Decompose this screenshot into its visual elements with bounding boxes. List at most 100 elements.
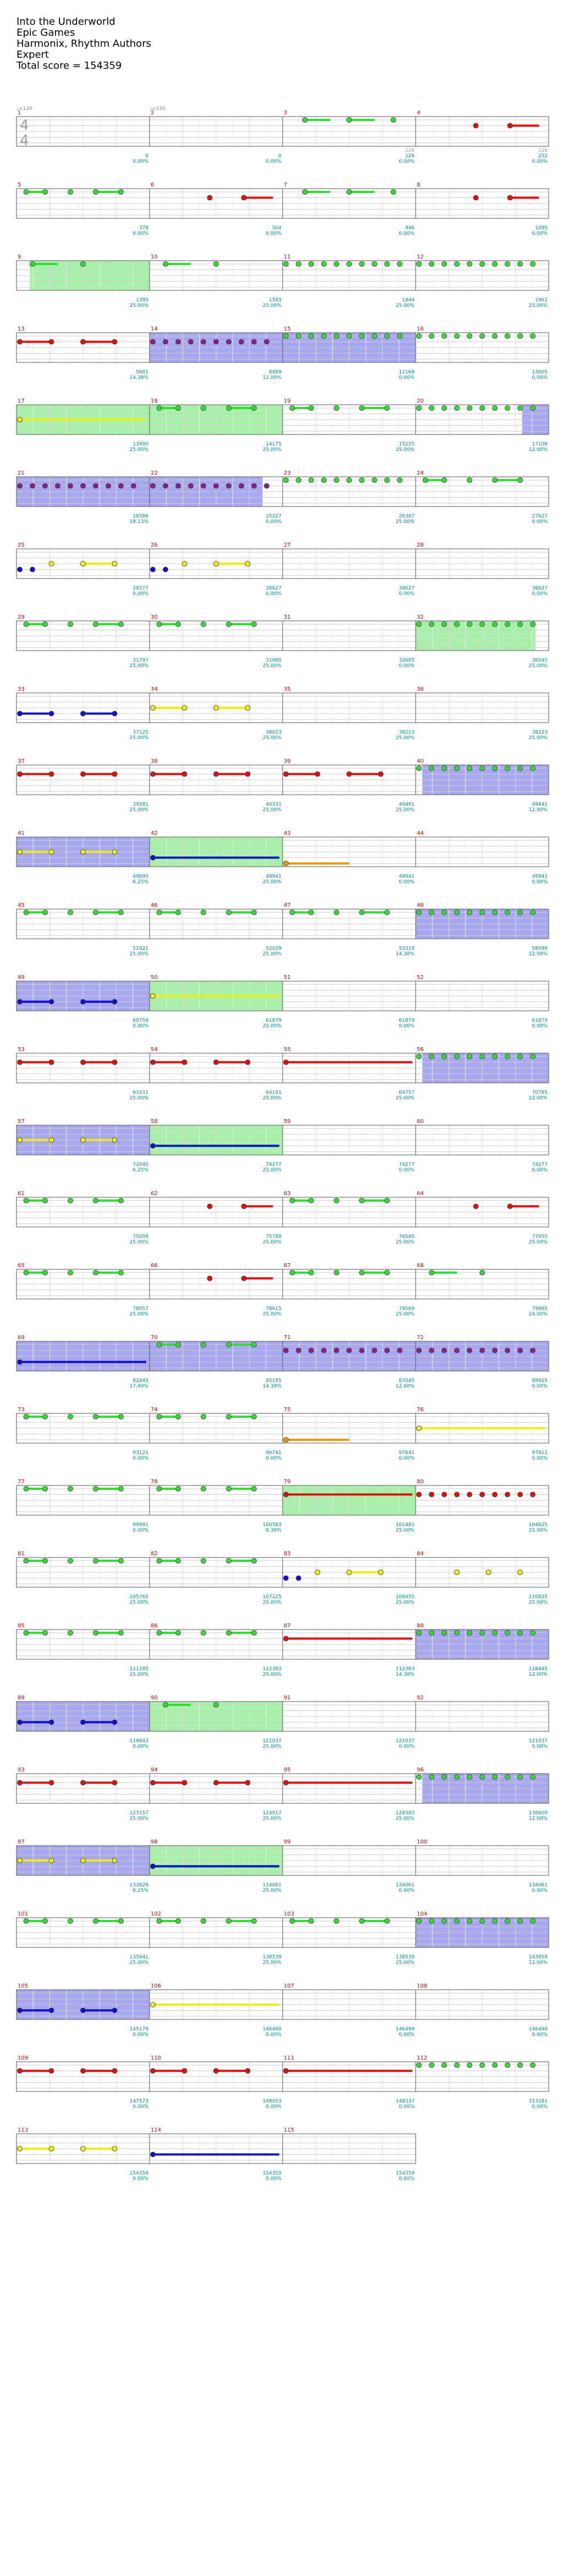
note-gem (334, 405, 339, 411)
note-gem (226, 910, 231, 915)
measure-box (415, 548, 549, 579)
note-gem (473, 195, 479, 201)
note-gem (42, 1486, 48, 1491)
note-gem (245, 705, 251, 711)
measure-score: 504 (272, 225, 282, 231)
measure-score: 135641 (130, 1955, 148, 1960)
note-gem (251, 910, 257, 915)
note-gem (112, 771, 118, 777)
measure-score: 96741 (266, 1450, 282, 1456)
note-gem (48, 849, 54, 855)
note-gem (429, 2062, 434, 2068)
note-gem (441, 1918, 447, 1924)
note-gem (42, 1918, 48, 1924)
measure-percent: 0.00% (532, 1888, 548, 1894)
measure-percent: 0.00% (133, 231, 148, 236)
note-gem (479, 621, 485, 627)
note-gem (517, 2062, 523, 2068)
note-gem (441, 1491, 447, 1498)
measure-number: 19 (284, 398, 291, 404)
note-gem (112, 1059, 118, 1065)
measure-score: 31980 (266, 658, 282, 663)
note-gem (416, 2062, 422, 2068)
measure-percent: 25.00% (263, 1744, 282, 1749)
song-artist: Epic Games (16, 27, 75, 38)
note-gem (283, 771, 289, 777)
note-gem (150, 2068, 156, 2074)
measure-box (415, 1341, 549, 1372)
note-gem (505, 1918, 510, 1924)
measure-percent: 0.00% (532, 519, 548, 525)
measure-number: 34 (151, 686, 158, 692)
note-gem (48, 1780, 54, 1786)
measure-score: 153181 (529, 2099, 548, 2104)
note-gem (454, 405, 460, 411)
note-gem (384, 1270, 390, 1275)
note-gem (346, 1570, 352, 1575)
note-gem (201, 1630, 206, 1636)
measure-score: 78057 (133, 1306, 148, 1312)
note-gem (80, 1719, 86, 1725)
note-gem (93, 1414, 98, 1419)
measure-box (415, 1269, 549, 1300)
note-gem (505, 621, 510, 627)
note-gem (467, 2062, 472, 2068)
note-gem (454, 1570, 460, 1575)
note-gem (429, 766, 434, 771)
note-gem (226, 1918, 231, 1924)
measure-score: 38627 (532, 586, 548, 591)
measure-percent: 25.00% (396, 1096, 415, 1101)
note-gem (188, 483, 194, 489)
measure-number: 73 (18, 1407, 25, 1413)
note-gem (479, 1054, 485, 1059)
note-gem (517, 261, 523, 267)
note-gem (163, 483, 168, 489)
note-gem (454, 333, 460, 339)
measure-number: 42 (151, 830, 158, 836)
note-gem (112, 561, 118, 566)
measure-number: 102 (151, 1911, 161, 1917)
note-gem (283, 1059, 289, 1065)
measure-number: 46 (151, 902, 158, 909)
measure-score: 89925 (532, 1378, 548, 1384)
measure-score: 82845 (133, 1378, 148, 1384)
measure-percent: 25.00% (263, 1312, 282, 1317)
note-gem (334, 1198, 339, 1203)
note-gem (517, 405, 523, 411)
measure-percent: 25.00% (263, 1816, 282, 1821)
measure-number: 77 (18, 1479, 25, 1485)
note-gem (245, 561, 251, 566)
measure-number: 105 (18, 1983, 28, 1989)
measure-number: 68 (417, 1263, 424, 1269)
measure-number: 1 (18, 110, 21, 116)
note-gem (334, 261, 339, 267)
measure-number: 69 (18, 1335, 25, 1341)
note-gem (213, 1780, 219, 1786)
measure-percent: 25.00% (396, 1528, 415, 1533)
measure-score: 72045 (133, 1162, 148, 1168)
note-gem (429, 1054, 434, 1059)
measure-percent: 6.25% (133, 1168, 148, 1173)
measure-score: 121037 (263, 1738, 282, 1744)
measure-box (415, 909, 549, 939)
note-gem (467, 405, 472, 411)
note-gem (467, 1491, 472, 1498)
note-gem (251, 339, 257, 345)
note-gem (467, 766, 472, 771)
measure-score: 108455 (396, 1594, 415, 1600)
note-gem (530, 1630, 536, 1636)
measure-percent: 0.00% (532, 2104, 548, 2110)
